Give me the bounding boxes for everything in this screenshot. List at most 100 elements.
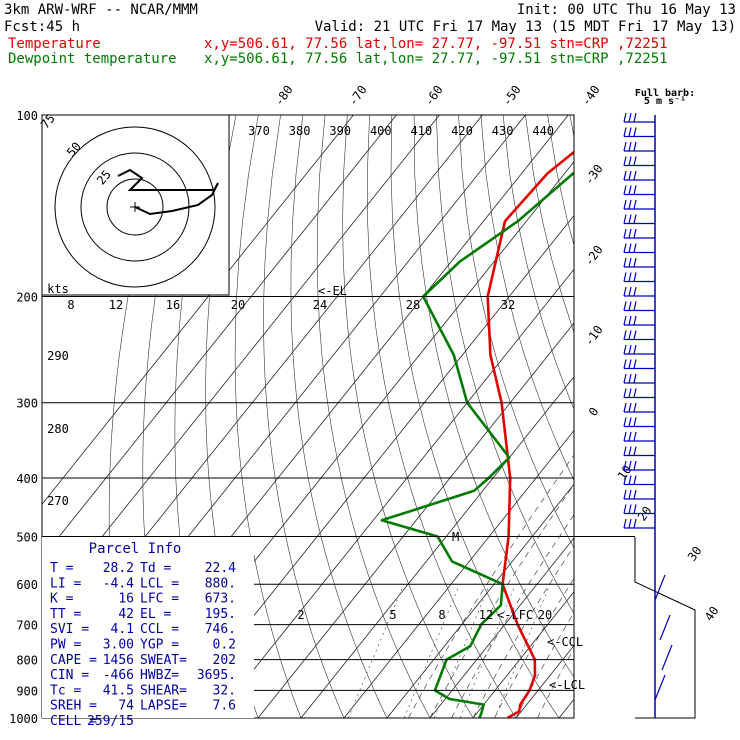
wind-barb-flag — [623, 156, 627, 166]
wind-barb-flag — [628, 330, 632, 340]
wind-barb-flag — [628, 214, 632, 224]
wind-barb-flag — [633, 373, 637, 384]
wind-barb-flag — [633, 475, 637, 485]
theta-label: 380 — [289, 124, 311, 138]
parcel-cell: 32. — [213, 683, 236, 698]
dewpoint-legend: Dewpoint temperature — [8, 51, 177, 67]
parcel-cell: T = — [50, 561, 74, 576]
parcel-cell: 22.4 — [205, 561, 236, 576]
dry-adiabat — [458, 115, 574, 549]
wind-barb-flag — [633, 257, 637, 268]
theta-label: 440 — [532, 124, 554, 138]
isotherm-line — [645, 115, 740, 718]
parcel-title: Parcel Info — [89, 541, 182, 557]
wind-barb — [654, 574, 666, 601]
mixing-ratio-label: 20 — [538, 608, 552, 622]
dewpoint-curve — [380, 171, 574, 718]
wind-barb-flag — [633, 170, 637, 181]
mixing-ratio-label: 2 — [297, 608, 304, 622]
wind-barb-flag — [623, 388, 627, 398]
wind-barb-flag — [628, 489, 632, 500]
isotherm-label: -50 — [500, 83, 524, 109]
parcel-cell: 16 — [118, 592, 134, 607]
barb-units: 5 m s⁻¹ — [644, 96, 686, 107]
wind-barb-flag — [623, 301, 627, 311]
theta-e-label: 280 — [47, 422, 69, 436]
wind-barb-flag — [633, 518, 637, 529]
wind-barb-flag — [633, 214, 637, 224]
parcel-cell: 1456 — [103, 653, 134, 668]
wind-barb-flag — [633, 460, 637, 471]
pressure-tick-label: 400 — [16, 472, 38, 486]
parcel-cell: LCL = — [140, 576, 179, 591]
wind-barb-flag — [633, 272, 637, 282]
annotation-label: M — [452, 530, 459, 544]
parcel-cell: CELL = — [50, 714, 97, 729]
parcel-cell: K = — [50, 592, 74, 607]
wind-barb-flag — [623, 402, 627, 413]
wind-barb-flag — [623, 344, 627, 355]
isotherm-line — [300, 376, 574, 718]
wind-barb-flag — [628, 127, 632, 137]
fcst-value: 45 h — [46, 19, 80, 35]
theta-e-label: 270 — [47, 494, 69, 508]
pressure-tick-label: 700 — [16, 619, 38, 633]
parcel-cell: YGP = — [140, 638, 179, 653]
wind-barb-flag — [628, 185, 632, 195]
wind-barb-flag — [623, 518, 627, 529]
parcel-cell: 259/15 — [87, 714, 134, 729]
dry-adiabat — [726, 115, 740, 718]
wind-barb-flag — [623, 286, 627, 297]
parcel-cell: 202 — [213, 653, 236, 668]
wind-barb-flag — [628, 315, 632, 326]
parcel-cell: 880. — [205, 576, 236, 591]
init-time: Init: 00 UTC Thu 16 May 13 — [517, 2, 736, 18]
wind-barb-flag — [628, 243, 632, 253]
isotherm-label: -30 — [582, 162, 606, 188]
wind-barb-flag — [633, 112, 637, 123]
mixing-ratio-line — [403, 584, 460, 718]
hodograph-label: 8 — [67, 298, 74, 312]
wind-barb — [654, 674, 666, 701]
wind-barb-flag — [623, 127, 627, 137]
wind-barb-flag — [623, 141, 627, 152]
wind-barbs — [623, 112, 673, 718]
parcel-cell: HWBZ= — [140, 668, 179, 683]
wind-barb-flag — [628, 518, 632, 529]
parcel-cell: 41.5 — [103, 683, 134, 698]
wind-barb-flag — [623, 460, 627, 471]
wind-barb-flag — [623, 228, 627, 239]
pressure-tick-label: 1000 — [9, 712, 38, 726]
wind-barb-flag — [623, 112, 627, 123]
wind-barb-flag — [628, 112, 632, 123]
wind-barb-flag — [628, 141, 632, 152]
wind-barb — [659, 614, 671, 641]
wind-barb — [661, 644, 673, 671]
wind-barb-flag — [623, 359, 627, 369]
parcel-cell: CIN = — [50, 668, 89, 683]
isotherm-line — [257, 322, 574, 718]
wind-barb-flag — [633, 127, 637, 137]
parcel-cell: CCL = — [140, 622, 179, 637]
dry-adiabat — [525, 115, 574, 334]
parcel-cell: TT = — [50, 607, 81, 622]
wind-barb-flag — [628, 460, 632, 471]
wind-barb-flag — [623, 214, 627, 224]
hodograph-ring — [54, 126, 216, 288]
parcel-cell: SWEAT= — [140, 653, 187, 668]
dry-adiabat — [263, 115, 345, 718]
temperature-curve — [486, 150, 574, 718]
wind-barb-flag — [623, 185, 627, 195]
theta-label: 420 — [451, 124, 473, 138]
wind-barb-flag — [628, 417, 632, 427]
wind-barb-flag — [623, 475, 627, 485]
dewpoint-location: x,y=506.61, 77.56 lat,lon= 27.77, -97.51… — [204, 51, 668, 67]
dry-adiabat — [480, 115, 574, 481]
wind-barb-flag — [628, 402, 632, 413]
wind-barb-flag — [623, 417, 627, 427]
annotation-label: <-LCL — [549, 678, 585, 692]
parcel-cell: CAPE = — [50, 653, 97, 668]
wind-barb-flag — [628, 286, 632, 297]
parcel-cell: Tc = — [50, 683, 81, 698]
